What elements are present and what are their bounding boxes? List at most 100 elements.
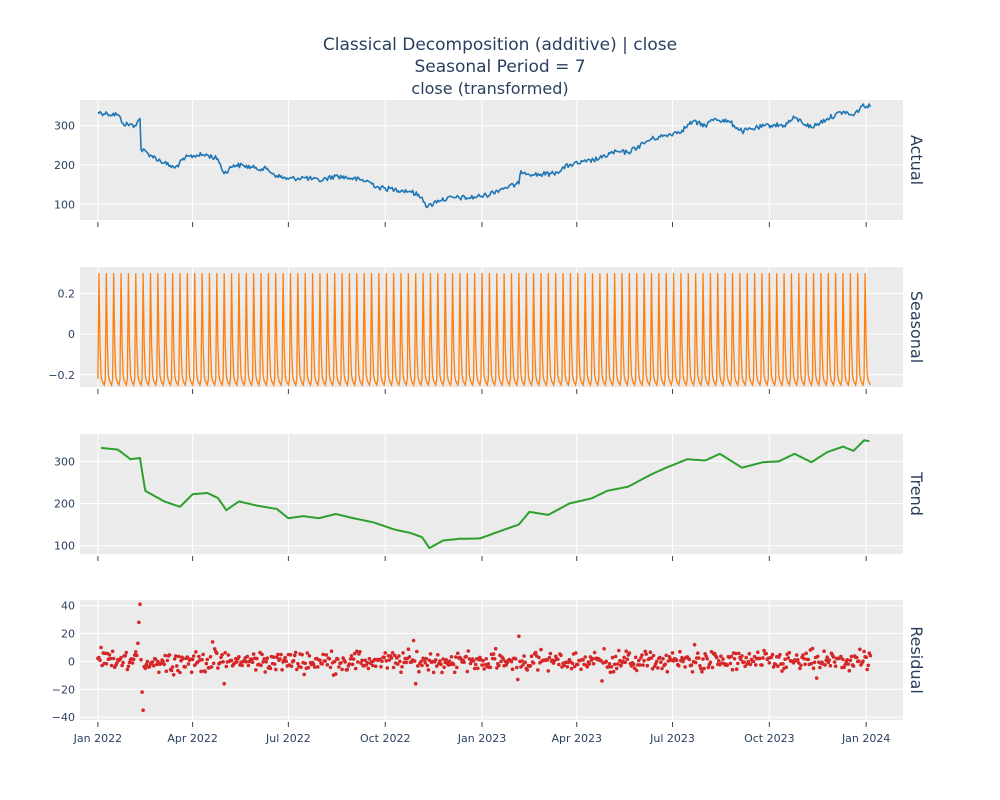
residual-point	[769, 655, 774, 660]
residual-point	[305, 651, 310, 655]
residual-point	[640, 653, 644, 657]
residual-point	[809, 661, 814, 666]
residual-point	[383, 651, 388, 655]
residual-point	[412, 659, 417, 663]
residual-point	[244, 660, 249, 664]
residual-point	[120, 663, 124, 668]
residual-point	[220, 653, 224, 657]
residual-point	[746, 659, 751, 664]
residual-point	[864, 655, 868, 659]
residual-point	[525, 668, 530, 672]
residual-point	[466, 649, 471, 653]
residual-point	[758, 656, 762, 661]
facet-label-trend: Trend	[907, 471, 926, 516]
x-tick-label: Oct 2022	[360, 732, 411, 745]
residual-point	[631, 662, 636, 666]
residual-point	[406, 647, 411, 651]
residual-point	[147, 665, 152, 669]
residual-point	[278, 657, 282, 661]
residual-point	[144, 662, 149, 667]
residual-point	[471, 659, 476, 663]
residual-point	[98, 658, 102, 662]
residual-point	[484, 657, 489, 661]
residual-point	[499, 659, 503, 664]
residual-point	[417, 669, 421, 674]
residual-point	[664, 653, 668, 658]
residual-point	[440, 670, 444, 675]
residual-point	[288, 653, 293, 657]
residual-point	[493, 646, 498, 651]
residual-point	[347, 662, 352, 666]
residual-point	[513, 657, 518, 661]
residual-point	[200, 658, 204, 662]
residual-point	[531, 661, 536, 665]
residual-point	[415, 649, 419, 654]
residual-point	[351, 657, 356, 661]
residual-point	[311, 662, 316, 666]
residual-point	[175, 664, 179, 668]
residual-point	[734, 667, 739, 671]
residual-point	[211, 661, 216, 665]
residual-point	[638, 663, 642, 667]
residual-point	[431, 670, 436, 675]
residual-point	[380, 659, 384, 663]
y-tick-label: 200	[54, 497, 75, 510]
residual-point	[661, 657, 665, 661]
y-tick-label: 300	[54, 120, 75, 133]
residual-point	[265, 656, 270, 660]
residual-point	[306, 665, 311, 670]
series-seasonal	[97, 273, 871, 387]
residual-point	[822, 649, 826, 653]
residual-point	[492, 657, 497, 661]
residual-point	[481, 659, 485, 663]
residual-point	[141, 708, 145, 712]
residual-point	[465, 669, 470, 674]
residual-point	[439, 662, 443, 667]
residual-point	[125, 667, 130, 672]
y-tick-label: 100	[54, 540, 75, 553]
y-tick-label: 40	[61, 600, 75, 613]
residual-point	[358, 650, 362, 654]
residual-point	[171, 673, 176, 677]
residual-point	[143, 666, 148, 671]
residual-point	[656, 666, 660, 670]
residual-point	[350, 662, 355, 667]
residual-point	[250, 660, 255, 664]
residual-point	[825, 655, 829, 659]
residual-point	[486, 662, 491, 666]
residual-point	[221, 660, 225, 664]
residual-point	[693, 660, 698, 665]
residual-point	[329, 649, 334, 653]
residual-point	[625, 657, 630, 661]
residual-point	[104, 661, 109, 666]
residual-point	[321, 652, 325, 657]
y-tick-label: 0.2	[58, 287, 76, 300]
residual-point	[185, 655, 190, 659]
residual-point	[515, 665, 519, 670]
residual-point	[843, 663, 847, 667]
residual-point	[367, 656, 372, 661]
residual-point	[565, 665, 570, 669]
residual-point	[736, 661, 740, 666]
residual-point	[392, 653, 397, 658]
residual-point	[585, 665, 590, 669]
residual-point	[379, 664, 383, 669]
residual-point	[442, 665, 446, 670]
residual-point	[373, 664, 378, 669]
residual-point	[226, 653, 231, 657]
residual-point	[797, 661, 801, 665]
residual-point	[435, 664, 439, 668]
residual-point	[423, 660, 428, 665]
y-tick-label: 300	[54, 455, 75, 468]
residual-point	[706, 665, 711, 670]
residual-point	[649, 656, 654, 660]
residual-point	[545, 658, 550, 662]
residual-point	[215, 651, 219, 655]
residual-point	[203, 669, 207, 674]
residual-point	[798, 666, 802, 671]
residual-point	[183, 665, 187, 669]
residual-point	[318, 658, 322, 663]
series-trend	[100, 439, 870, 550]
residual-point	[562, 663, 566, 668]
